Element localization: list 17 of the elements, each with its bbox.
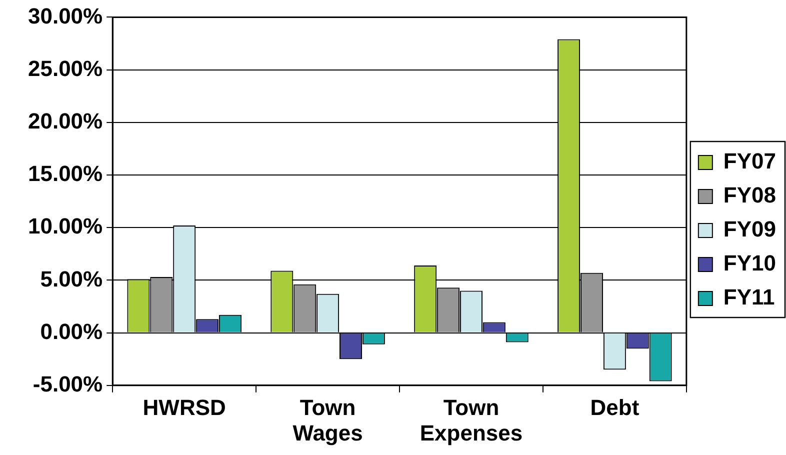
y-tick-label: 5.00%: [40, 266, 103, 292]
legend-label: FY08: [723, 182, 776, 208]
x-tick-label: Town Wages: [292, 395, 363, 446]
y-tick-label: 0.00%: [40, 318, 103, 344]
x-tick-label: HWRSD: [142, 395, 226, 420]
legend-label: FY07: [723, 148, 776, 174]
y-tick-label: 15.00%: [28, 161, 103, 186]
y-tick-label: 10.00%: [28, 214, 103, 239]
legend-label: FY10: [723, 250, 776, 276]
y-tick-label: -5.00%: [32, 371, 103, 396]
y-tick-label: 20.00%: [28, 108, 103, 134]
y-tick-label: 25.00%: [28, 56, 103, 81]
y-tick-label: 30.00%: [28, 3, 103, 28]
x-tick-label: Debt: [590, 395, 640, 420]
legend-label: FY11: [723, 284, 775, 310]
x-tick-label: Town Expenses: [420, 395, 523, 446]
legend-label: FY09: [723, 216, 776, 242]
